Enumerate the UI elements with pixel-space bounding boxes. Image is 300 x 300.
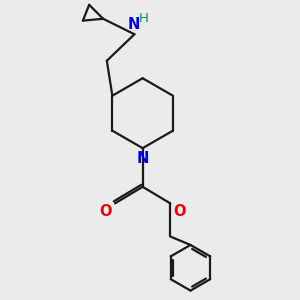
Text: N: N (127, 17, 140, 32)
Text: O: O (100, 205, 112, 220)
Text: H: H (139, 12, 148, 25)
Text: O: O (173, 205, 186, 220)
Text: N: N (136, 151, 149, 166)
